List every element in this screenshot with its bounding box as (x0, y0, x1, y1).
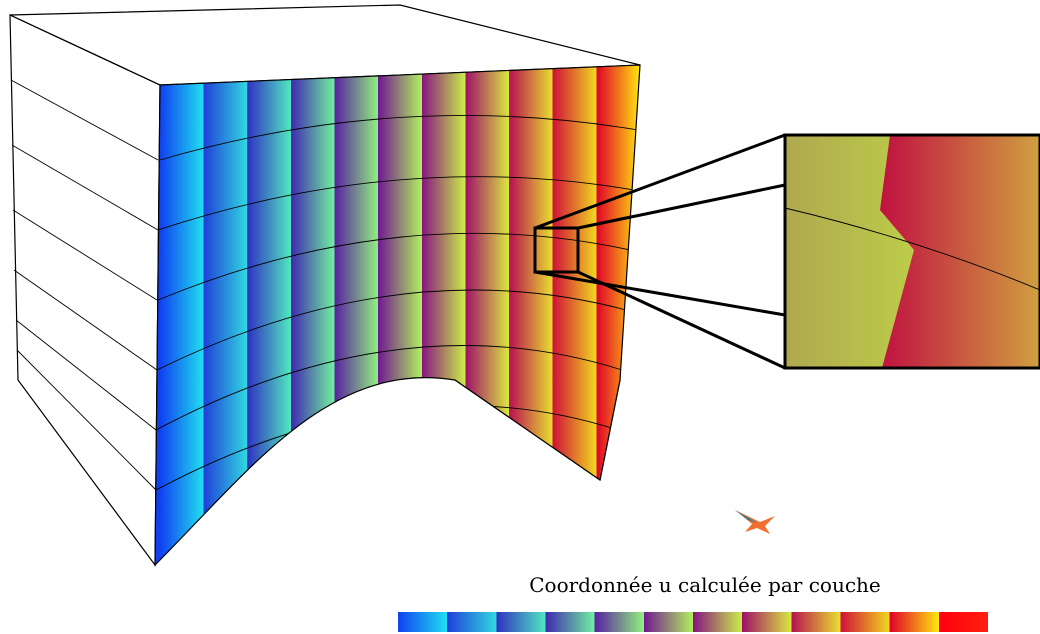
colorbar (398, 612, 988, 632)
zoom-box (533, 226, 580, 274)
left-face (9, 14, 161, 567)
axis-icon (735, 510, 775, 534)
left-layers (10, 79, 159, 491)
inset (783, 133, 1040, 370)
caption: Coordonnée u calculée par couche (529, 573, 881, 597)
zoom-lines (534, 133, 786, 370)
